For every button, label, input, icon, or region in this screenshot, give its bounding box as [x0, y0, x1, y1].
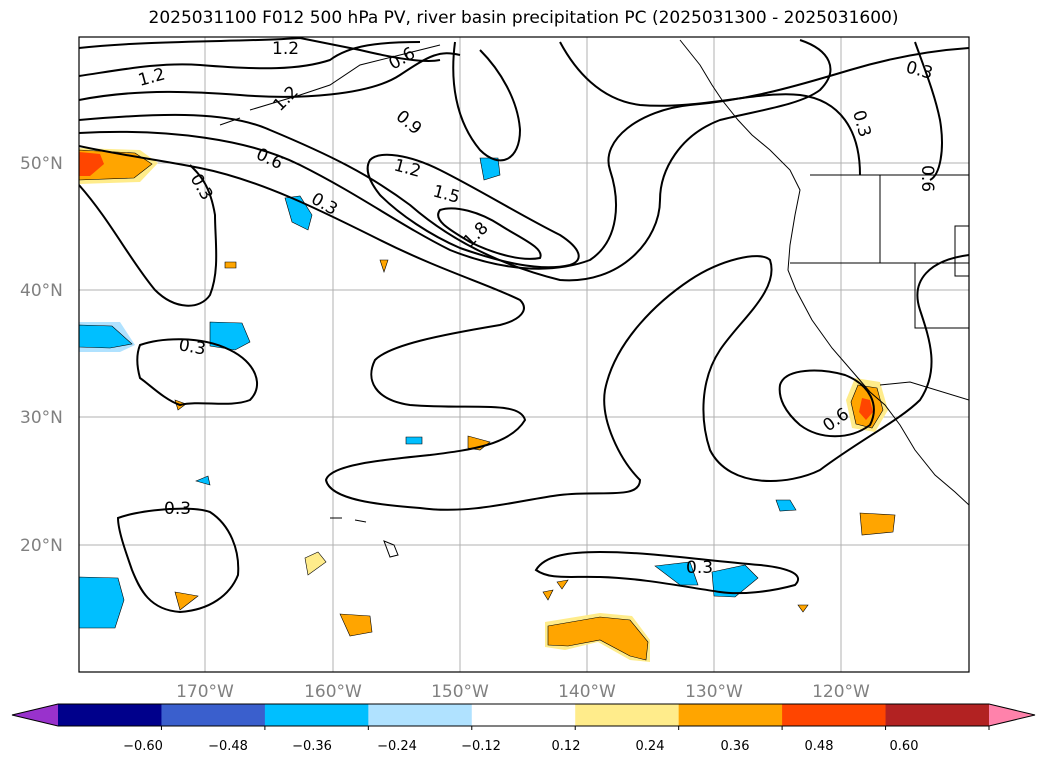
colorbar-tick-label: 0.48 — [805, 739, 834, 754]
lat-label: 30°N — [20, 408, 63, 428]
contour-label: 0.6 — [917, 165, 937, 192]
colorbar-extend-high — [989, 704, 1035, 726]
lat-label: 40°N — [20, 281, 63, 301]
colorbar-segment — [471, 704, 576, 726]
colorbar-segment — [368, 704, 473, 726]
map-border — [78, 36, 970, 673]
colorbar-ticks: −0.60 −0.48 −0.36 −0.24 −0.12 0.12 0.24 … — [123, 739, 918, 754]
colorbar-tick-label: 0.60 — [890, 739, 919, 754]
colorbar-tick-label: 0.24 — [636, 739, 665, 754]
colorbar-segment — [678, 704, 783, 726]
colorbar-segment — [782, 704, 887, 726]
colorbar-tick-label: −0.48 — [208, 739, 248, 754]
colorbar-segment — [58, 704, 162, 726]
colorbar-segment — [264, 704, 369, 726]
lon-label: 170°W — [176, 682, 234, 702]
colorbar-tick-label: −0.60 — [123, 739, 163, 754]
colorbar-tick-label: −0.36 — [292, 739, 332, 754]
lon-label: 120°W — [812, 682, 870, 702]
gridlines — [79, 37, 969, 672]
contour-label: 1.2 — [272, 39, 299, 59]
colorbar-tick-label: 0.12 — [552, 739, 581, 754]
colorbar-outline — [11, 703, 1036, 727]
pv-contours — [79, 37, 969, 614]
map-panel — [79, 37, 969, 672]
contour-label: 0.3 — [164, 499, 191, 519]
lon-label: 130°W — [685, 682, 743, 702]
contour-label: 0.3 — [177, 335, 207, 359]
map-title: 2025031100 F012 500 hPa PV, river basin … — [148, 8, 899, 28]
lon-label: 150°W — [431, 682, 489, 702]
colorbar-tick-label: −0.12 — [461, 739, 501, 754]
colorbar-extend-low — [12, 704, 58, 726]
colorbar-segment — [161, 704, 266, 726]
colorbar-tick-label: 0.36 — [721, 739, 750, 754]
lon-label: 140°W — [558, 682, 616, 702]
lon-label: 160°W — [304, 682, 362, 702]
contour-label: 0.3 — [686, 558, 713, 578]
colorbar-segment — [885, 704, 990, 726]
colorbar-segment — [575, 704, 680, 726]
lat-label: 50°N — [20, 154, 63, 174]
lat-label: 20°N — [20, 536, 63, 556]
colorbar — [11, 703, 1036, 730]
colorbar-tick-label: −0.24 — [377, 739, 417, 754]
